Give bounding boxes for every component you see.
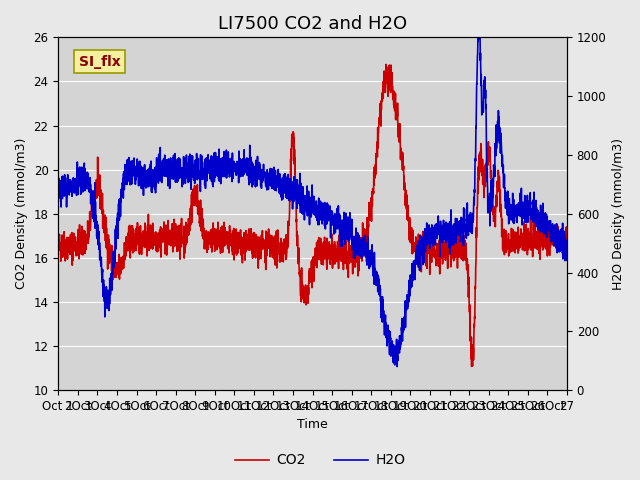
Y-axis label: CO2 Density (mmol/m3): CO2 Density (mmol/m3) — [15, 138, 28, 289]
Line: H2O: H2O — [58, 20, 567, 367]
X-axis label: Time: Time — [297, 419, 328, 432]
H2O — [239, 164, 247, 169]
CO2 — [239, 249, 247, 254]
CO2 — [83, 234, 90, 240]
CO2 — [321, 249, 329, 255]
CO2 — [468, 363, 476, 369]
CO2 — [382, 61, 390, 67]
Title: LI7500 CO2 and H2O: LI7500 CO2 and H2O — [218, 15, 407, 33]
Line: CO2: CO2 — [58, 64, 567, 366]
H2O — [66, 189, 74, 195]
CO2 — [54, 240, 62, 246]
H2O — [83, 181, 90, 187]
H2O — [563, 241, 571, 247]
H2O — [321, 226, 329, 232]
H2O — [394, 364, 401, 370]
Legend: CO2, H2O: CO2, H2O — [229, 448, 411, 473]
Text: SI_flx: SI_flx — [79, 55, 120, 69]
CO2 — [563, 225, 571, 230]
CO2 — [186, 205, 194, 211]
H2O — [397, 341, 405, 347]
H2O — [186, 164, 194, 169]
CO2 — [397, 153, 405, 159]
CO2 — [66, 244, 74, 250]
H2O — [54, 188, 62, 193]
Y-axis label: H2O Density (mmol/m3): H2O Density (mmol/m3) — [612, 138, 625, 290]
H2O — [475, 17, 483, 23]
